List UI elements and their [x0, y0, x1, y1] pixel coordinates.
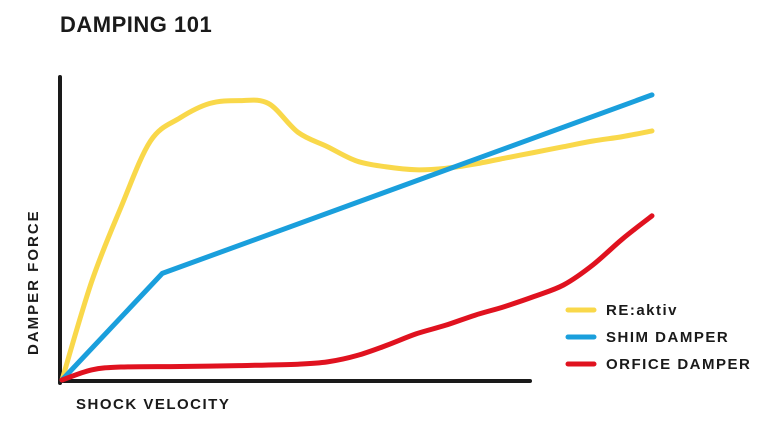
series-line-orfice-damper	[59, 213, 655, 383]
series-line-re-aktiv	[59, 97, 655, 383]
series-group	[59, 92, 655, 383]
x-axis-label: SHOCK VELOCITY	[76, 396, 230, 413]
legend-label-orfice-damper: ORFICE DAMPER	[606, 356, 751, 373]
legend: RE:aktiv SHIM DAMPER ORFICE DAMPER	[565, 302, 751, 373]
y-axis-label: DAMPER FORCE	[25, 209, 42, 355]
series-line-shim-damper	[59, 92, 655, 383]
chart-title: DAMPING 101	[60, 12, 213, 37]
legend-label-re-aktiv: RE:aktiv	[606, 302, 678, 319]
legend-label-shim-damper: SHIM DAMPER	[606, 329, 729, 346]
